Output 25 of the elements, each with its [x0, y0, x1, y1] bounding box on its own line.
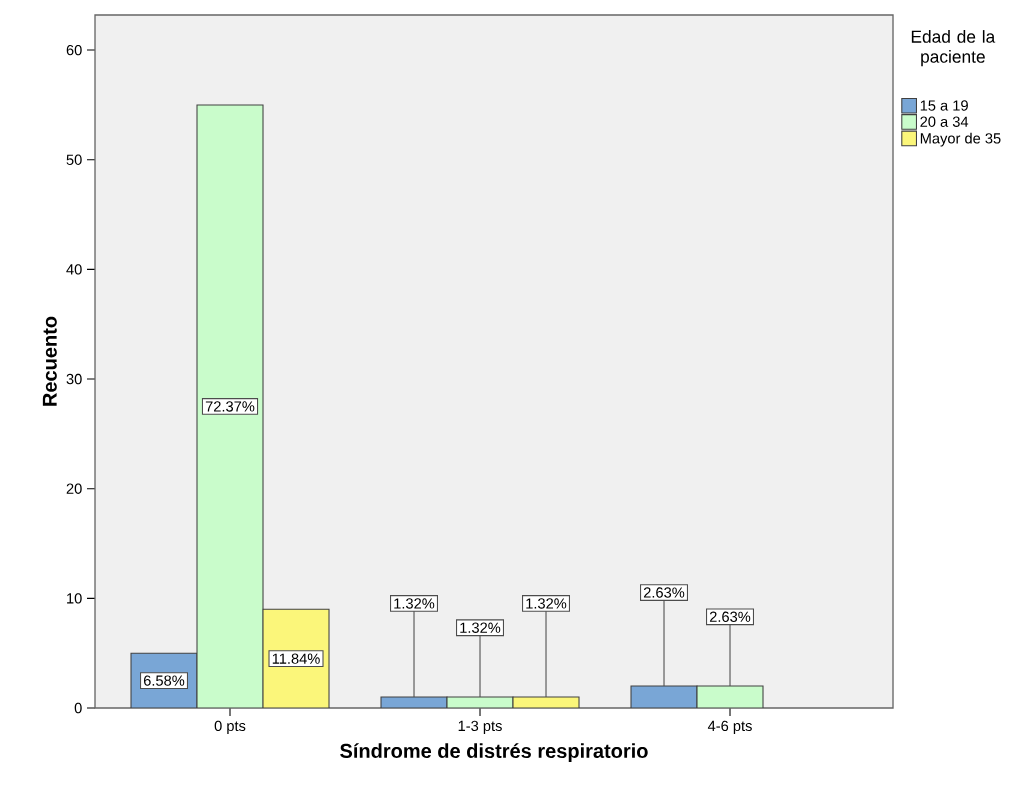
x-axis-title: Síndrome de distrés respiratorio — [340, 743, 648, 762]
y-tick-label: 20 — [66, 483, 82, 494]
y-tick-label: 30 — [66, 373, 82, 385]
bar — [196, 104, 264, 708]
y-axis-title: Recuento — [42, 316, 57, 406]
y-tick-label: 60 — [66, 44, 82, 56]
x-tick-label: 4-6 pts — [707, 720, 752, 734]
annotation: 72.37% — [205, 401, 255, 412]
legend-title: Edad de la paciente — [911, 30, 996, 67]
y-tick-label: 0 — [74, 702, 82, 714]
x-tick-label: 1-3 pts — [458, 720, 502, 734]
y-tick-label: 10 — [67, 593, 82, 604]
legend-label: 15 a 19 — [920, 100, 968, 111]
annotation: 1.32% — [394, 598, 435, 609]
legend-label: Mayor de 35 — [920, 132, 1001, 147]
annotation: 2.63% — [643, 587, 685, 598]
y-tick-label: 50 — [66, 154, 82, 165]
annotation: 11.84% — [272, 653, 320, 664]
legend-label: 20 a 34 — [920, 116, 969, 127]
annotation: 6.58% — [143, 675, 185, 686]
annotation: 1.32% — [460, 622, 501, 633]
y-tick-label: 40 — [66, 264, 82, 275]
annotation: 1.32% — [526, 598, 567, 609]
x-tick-label: 0 pts — [214, 720, 246, 734]
annotation: 2.63% — [709, 611, 751, 622]
